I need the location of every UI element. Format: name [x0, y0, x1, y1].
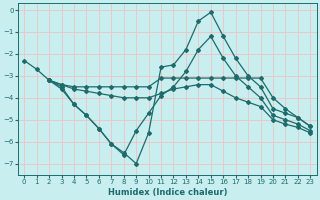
X-axis label: Humidex (Indice chaleur): Humidex (Indice chaleur) — [108, 188, 227, 197]
